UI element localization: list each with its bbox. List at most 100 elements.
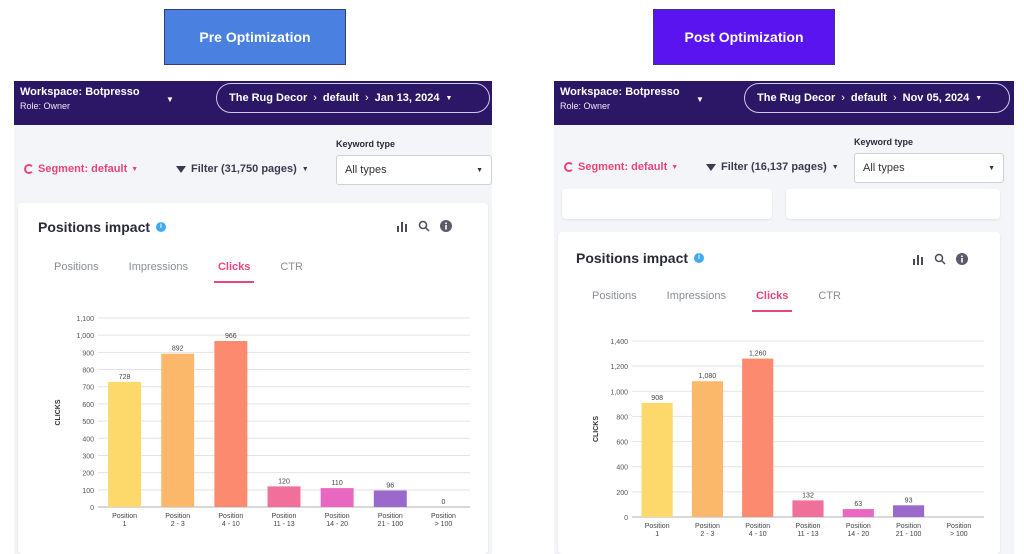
- breadcrumb-date[interactable]: Nov 05, 2024: [902, 92, 970, 104]
- card-title: Positions impact i: [38, 219, 167, 235]
- card-title: Positions impact i: [576, 250, 705, 266]
- x-tick-label: Position: [946, 523, 971, 530]
- x-tick-label: Position: [165, 513, 190, 520]
- data-label: 966: [225, 333, 237, 340]
- y-tick-label: 200: [616, 490, 628, 497]
- filter-label: Filter (16,137 pages): [721, 161, 827, 173]
- tab-positions[interactable]: Positions: [592, 290, 637, 302]
- x-tick-label: Position: [325, 513, 350, 520]
- bar: [214, 341, 248, 507]
- data-label: 120: [278, 478, 290, 485]
- info-icon[interactable]: i: [694, 253, 705, 263]
- bar: [892, 505, 925, 517]
- breadcrumb[interactable]: The Rug Decor › default › Jan 13, 2024 ▼: [216, 83, 490, 113]
- tab-ctr[interactable]: CTR: [280, 261, 303, 273]
- info-icon[interactable]: [440, 220, 452, 232]
- chevron-down-icon: ▼: [301, 165, 309, 173]
- metric-tabs: Positions Impressions Clicks CTR: [54, 261, 303, 283]
- tab-ctr[interactable]: CTR: [818, 290, 841, 302]
- workspace-switcher[interactable]: Workspace: Botpresso Role: Owner: [560, 85, 680, 113]
- y-tick-label: 400: [82, 436, 94, 443]
- keyword-type-label: Keyword type: [854, 137, 914, 147]
- chevron-down-icon: ▼: [988, 164, 995, 172]
- breadcrumb-site[interactable]: The Rug Decor: [229, 92, 308, 104]
- chevron-down-icon[interactable]: ▼: [445, 94, 453, 102]
- data-label: 132: [802, 492, 814, 499]
- tab-impressions[interactable]: Impressions: [128, 261, 188, 273]
- y-axis-title: CLICKS: [593, 416, 600, 442]
- chevron-down-icon[interactable]: ▼: [975, 94, 983, 102]
- positions-impact-card: Positions impact i Positions Impressions…: [558, 232, 1000, 554]
- y-tick-label: 1,000: [76, 333, 94, 340]
- x-tick-label: Position: [745, 523, 770, 530]
- data-label: 63: [854, 501, 862, 508]
- breadcrumb[interactable]: The Rug Decor › default › Nov 05, 2024 ▼: [744, 83, 1010, 113]
- post-panel: Workspace: Botpresso Role: Owner ▼ The R…: [554, 81, 1014, 554]
- workspace-bar: Workspace: Botpresso Role: Owner ▼ The R…: [554, 81, 1014, 125]
- segment-selector[interactable]: Segment: default ▼: [564, 161, 678, 173]
- data-label: 96: [386, 483, 394, 490]
- chart-tools: [396, 220, 452, 232]
- data-label: 93: [905, 497, 913, 504]
- filter-icon: [706, 163, 716, 171]
- bar-chart-icon[interactable]: [396, 220, 408, 232]
- info-icon[interactable]: i: [156, 222, 167, 232]
- tab-clicks[interactable]: Clicks: [213, 261, 255, 283]
- pre-panel: Workspace: Botpresso Role: Owner ▼ The R…: [14, 81, 492, 554]
- card-title-text: Positions impact: [576, 250, 689, 266]
- breadcrumb-segment[interactable]: default: [322, 92, 359, 104]
- x-tick-label: Position: [272, 513, 297, 520]
- y-tick-label: 400: [616, 465, 628, 472]
- breadcrumb-site[interactable]: The Rug Decor: [757, 92, 836, 104]
- positions-impact-card: Positions impact i Positions Impressions…: [18, 203, 488, 554]
- breadcrumb-segment[interactable]: default: [850, 92, 887, 104]
- x-tick-label: > 100: [435, 521, 453, 528]
- tab-impressions[interactable]: Impressions: [666, 290, 726, 302]
- chevron-right-icon: ›: [364, 92, 369, 104]
- keyword-type-select[interactable]: All types ▼: [854, 153, 1004, 183]
- x-tick-label: 1: [655, 531, 659, 538]
- bar-chart-icon[interactable]: [912, 253, 924, 265]
- breadcrumb-date[interactable]: Jan 13, 2024: [374, 92, 440, 104]
- chevron-down-icon[interactable]: ▼: [696, 95, 704, 104]
- x-tick-label: Position: [218, 513, 243, 520]
- workspace-role: Role: Owner: [560, 101, 611, 111]
- x-tick-label: Position: [846, 523, 871, 530]
- workspace-name: Workspace: Botpresso: [560, 86, 680, 98]
- chevron-right-icon: ›: [892, 92, 897, 104]
- chevron-down-icon[interactable]: ▼: [166, 95, 174, 104]
- segment-icon: [24, 164, 34, 174]
- y-axis-title: CLICKS: [55, 399, 62, 425]
- bar: [742, 358, 774, 517]
- post-optimization-label: Post Optimization: [653, 9, 835, 65]
- bar: [267, 486, 301, 507]
- x-tick-label: 21 - 100: [377, 521, 403, 528]
- filter-label: Filter (31,750 pages): [191, 163, 297, 175]
- filter-button[interactable]: Filter (16,137 pages) ▼: [706, 161, 839, 173]
- x-tick-label: Position: [378, 513, 403, 520]
- y-tick-label: 500: [82, 419, 94, 426]
- chevron-down-icon: ▼: [831, 163, 839, 171]
- bar: [792, 500, 824, 517]
- tab-clicks[interactable]: Clicks: [751, 290, 793, 312]
- zoom-icon[interactable]: [418, 220, 430, 232]
- segment-selector[interactable]: Segment: default ▼: [24, 163, 138, 175]
- y-tick-label: 700: [82, 385, 94, 392]
- data-label: 728: [119, 374, 131, 381]
- y-tick-label: 1,200: [610, 364, 628, 371]
- workspace-switcher[interactable]: Workspace: Botpresso Role: Owner: [20, 85, 140, 113]
- bar: [108, 381, 142, 507]
- y-tick-label: 0: [624, 515, 628, 522]
- bar: [641, 402, 673, 517]
- info-icon[interactable]: [956, 253, 968, 265]
- zoom-icon[interactable]: [934, 253, 946, 265]
- x-tick-label: 11 - 13: [797, 531, 818, 538]
- filter-button[interactable]: Filter (31,750 pages) ▼: [176, 163, 309, 175]
- workspace-bar: Workspace: Botpresso Role: Owner ▼ The R…: [14, 81, 492, 125]
- x-tick-label: Position: [695, 523, 720, 530]
- keyword-type-select[interactable]: All types ▼: [336, 155, 492, 185]
- bar: [842, 509, 874, 517]
- tab-positions[interactable]: Positions: [54, 261, 99, 273]
- y-tick-label: 1,000: [610, 389, 628, 396]
- y-tick-label: 1,100: [76, 316, 94, 323]
